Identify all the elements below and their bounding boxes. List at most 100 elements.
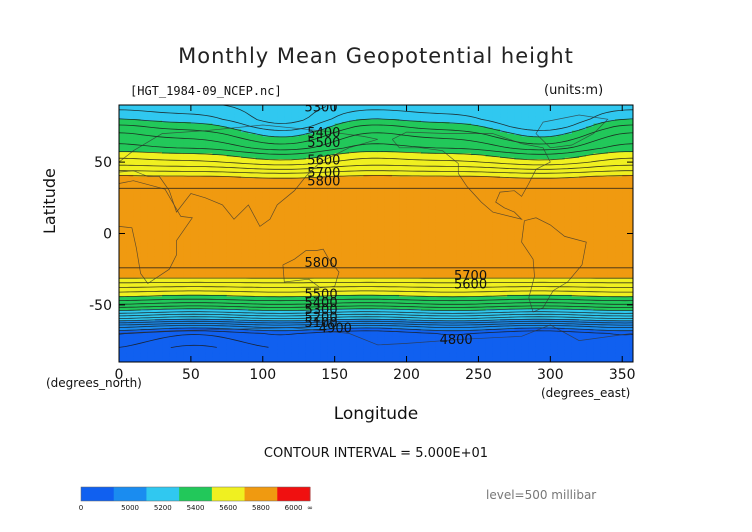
field-cell xyxy=(147,296,156,299)
field-cell xyxy=(119,109,127,112)
field-cell xyxy=(198,224,206,227)
field-cell xyxy=(190,360,199,362)
field-cell xyxy=(147,287,156,290)
field-cell xyxy=(140,109,149,112)
field-cell xyxy=(198,123,206,126)
field-cell xyxy=(147,353,156,356)
field-cell xyxy=(154,136,163,139)
field-cell xyxy=(119,302,127,305)
field-cell xyxy=(133,229,142,232)
field-cell xyxy=(212,322,221,325)
field-cell xyxy=(133,139,142,142)
field-cell xyxy=(176,272,185,275)
field-cell xyxy=(169,203,178,206)
field-cell xyxy=(176,347,185,350)
field-cell xyxy=(140,136,149,139)
field-cell xyxy=(154,114,163,118)
field-cell xyxy=(198,214,206,217)
field-cell xyxy=(126,117,134,120)
field-cell xyxy=(154,263,163,266)
field-cell xyxy=(176,220,185,223)
field-cell xyxy=(205,306,214,309)
field-cell xyxy=(126,302,134,305)
field-cell xyxy=(190,169,199,172)
field-cell xyxy=(119,256,127,259)
field-cell xyxy=(183,119,192,122)
field-cell xyxy=(140,320,149,323)
field-cell xyxy=(126,166,134,169)
field-cell xyxy=(212,124,221,128)
field-cell xyxy=(176,267,185,270)
field-cell xyxy=(183,126,192,129)
field-cell xyxy=(162,166,170,169)
field-cell xyxy=(140,183,149,186)
field-cell xyxy=(147,204,156,207)
field-cell xyxy=(198,143,206,146)
field-cell xyxy=(126,336,134,339)
field-cell xyxy=(198,127,206,130)
field-cell xyxy=(176,334,185,337)
field-cell xyxy=(205,127,214,130)
field-cell xyxy=(176,343,185,346)
field-cell xyxy=(190,259,199,262)
field-cell xyxy=(162,240,170,243)
field-cell xyxy=(212,147,221,150)
field-cell xyxy=(190,319,199,322)
field-cell xyxy=(183,217,192,220)
field-cell xyxy=(119,152,127,155)
field-cell xyxy=(126,310,134,313)
field-cell xyxy=(140,244,149,247)
field-cell xyxy=(212,279,221,282)
field-cell xyxy=(205,149,214,152)
field-cell xyxy=(154,224,163,227)
field-cell xyxy=(190,123,199,126)
field-cell xyxy=(162,232,170,235)
field-cell xyxy=(133,304,142,307)
field-cell xyxy=(147,117,156,120)
field-cell xyxy=(198,287,206,290)
field-cell xyxy=(190,204,199,207)
field-cell xyxy=(212,259,221,262)
field-cell xyxy=(169,340,178,343)
field-cell xyxy=(119,316,127,319)
field-cell xyxy=(126,243,134,246)
field-cell xyxy=(147,340,156,343)
field-cell xyxy=(126,192,134,195)
field-cell xyxy=(133,216,142,219)
field-cell xyxy=(205,194,214,197)
y-unit-label: (degrees_north) xyxy=(46,376,142,390)
field-cell xyxy=(147,132,156,135)
field-cell xyxy=(147,222,156,225)
field-cell xyxy=(154,217,163,220)
field-cell xyxy=(169,227,178,230)
field-cell xyxy=(162,116,170,119)
field-cell xyxy=(183,326,192,329)
field-cell xyxy=(183,349,192,352)
field-cell xyxy=(162,317,170,320)
field-cell xyxy=(198,114,206,118)
field-cell xyxy=(154,282,163,285)
field-cell xyxy=(205,327,214,330)
field-cell xyxy=(176,357,185,360)
field-cell xyxy=(119,294,127,297)
field-cell xyxy=(119,246,127,249)
field-cell xyxy=(140,216,149,219)
field-cell xyxy=(190,139,199,142)
field-cell xyxy=(176,352,185,355)
field-cell xyxy=(190,233,199,236)
field-cell xyxy=(147,279,156,282)
field-cell xyxy=(212,112,221,115)
field-cell xyxy=(198,220,206,223)
field-cell xyxy=(119,283,127,286)
field-cell xyxy=(140,297,149,300)
field-cell xyxy=(133,344,142,347)
field-cell xyxy=(212,149,221,152)
field-cell xyxy=(140,199,149,202)
field-cell xyxy=(119,223,127,226)
field-cell xyxy=(154,200,163,203)
field-cell xyxy=(190,219,199,222)
field-cell xyxy=(133,126,142,129)
field-cell xyxy=(126,163,134,166)
field-cell xyxy=(133,119,142,122)
field-cell xyxy=(169,209,178,212)
